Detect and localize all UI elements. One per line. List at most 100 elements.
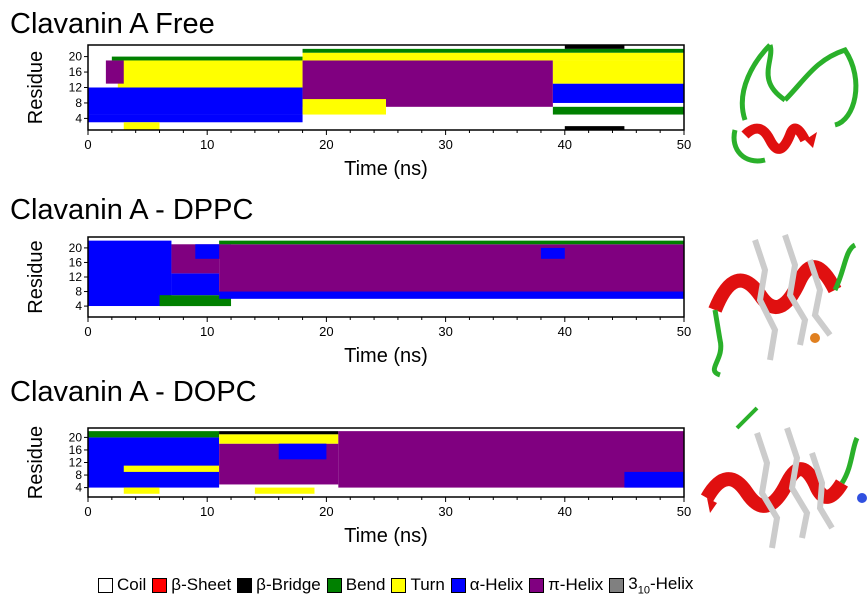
legend-swatch bbox=[609, 577, 625, 593]
y-axis-label: Residue bbox=[25, 240, 47, 313]
legend-swatch bbox=[237, 577, 253, 593]
legend-swatch bbox=[152, 577, 168, 593]
x-tick-label: 40 bbox=[558, 137, 572, 152]
y-tick-label: 12 bbox=[69, 81, 83, 95]
y-tick-label: 16 bbox=[69, 65, 83, 79]
x-tick-label: 30 bbox=[438, 504, 452, 519]
x-tick-label: 50 bbox=[677, 504, 691, 519]
legend-item: Bend bbox=[326, 575, 386, 595]
legend-label: α-Helix bbox=[469, 575, 524, 595]
segment-6 bbox=[219, 431, 339, 435]
segment-2 bbox=[159, 295, 232, 307]
legend-swatch bbox=[326, 577, 342, 593]
y-tick-label: 8 bbox=[75, 285, 82, 299]
y-tick-label: 16 bbox=[69, 443, 83, 457]
segment-1 bbox=[88, 87, 303, 115]
y-tick-label: 16 bbox=[69, 255, 83, 269]
x-tick-label: 30 bbox=[438, 137, 452, 152]
legend-swatch bbox=[391, 577, 407, 593]
x-tick-label: 10 bbox=[200, 137, 214, 152]
segment-0 bbox=[88, 114, 303, 123]
segment-1 bbox=[88, 306, 196, 314]
segment-3 bbox=[171, 273, 220, 296]
segment-1 bbox=[88, 431, 220, 438]
segment-3 bbox=[123, 487, 160, 494]
y-tick-label: 4 bbox=[75, 299, 82, 313]
segment-7 bbox=[219, 291, 684, 299]
segment-6 bbox=[302, 60, 553, 107]
x-tick-label: 0 bbox=[84, 137, 91, 152]
y-tick-label: 12 bbox=[69, 270, 83, 284]
legend-label: β-Sheet bbox=[171, 575, 232, 595]
segment-2 bbox=[123, 465, 220, 472]
segment-8 bbox=[278, 443, 327, 460]
segment-7 bbox=[254, 487, 315, 494]
legend-label: π-Helix bbox=[548, 575, 604, 595]
legend-label: Turn bbox=[410, 575, 445, 595]
y-tick-label: 20 bbox=[69, 430, 83, 444]
segment-14 bbox=[564, 45, 625, 49]
panel-dopc: Clavanin A - DOPC 0 10 20 30 40 50 4 8 12 16 20 Tim… bbox=[0, 376, 867, 570]
panel-dppc: Clavanin A - DPPC 0 10 20 30 40 50 4 8 12 16 20 Tim… bbox=[0, 190, 867, 380]
legend-label: Coil bbox=[117, 575, 147, 595]
segment-12 bbox=[552, 106, 684, 115]
x-tick-label: 0 bbox=[84, 324, 91, 339]
legend-item: α-Helix bbox=[450, 575, 524, 595]
x-tick-label: 10 bbox=[200, 504, 214, 519]
segment-13 bbox=[564, 126, 625, 130]
legend-item: Coil bbox=[98, 575, 146, 595]
x-tick-label: 40 bbox=[558, 504, 572, 519]
legend-label: β-Bridge bbox=[256, 575, 321, 595]
x-tick-label: 40 bbox=[558, 324, 572, 339]
legend-swatch bbox=[98, 577, 113, 593]
segment-3 bbox=[105, 60, 124, 84]
chart-title: Clavanin A Free bbox=[10, 8, 215, 40]
segment-0 bbox=[88, 240, 172, 307]
x-axis-label: Time (ns) bbox=[344, 345, 428, 367]
legend-item: β-Bridge bbox=[237, 575, 321, 595]
segment-2 bbox=[117, 60, 303, 88]
legend: Coil β-Sheet β-Bridge Bend Turn α-Helix π-Heli… bbox=[98, 574, 699, 596]
legend-item: Turn bbox=[391, 575, 445, 595]
x-tick-label: 50 bbox=[677, 137, 691, 152]
legend-item: 310-Helix bbox=[609, 574, 693, 596]
x-tick-label: 0 bbox=[84, 504, 91, 519]
y-tick-label: 12 bbox=[69, 456, 83, 470]
x-tick-label: 20 bbox=[319, 137, 333, 152]
chart-title: Clavanin A - DPPC bbox=[10, 194, 254, 226]
legend-label: 310-Helix bbox=[628, 574, 694, 596]
y-tick-label: 4 bbox=[75, 111, 82, 125]
y-tick-label: 20 bbox=[69, 50, 83, 64]
segment-5 bbox=[219, 434, 339, 444]
segment-11 bbox=[88, 493, 684, 497]
legend-item: π-Helix bbox=[529, 575, 603, 595]
x-tick-label: 30 bbox=[438, 324, 452, 339]
segment-9 bbox=[540, 247, 565, 259]
y-tick-label: 8 bbox=[75, 96, 82, 110]
x-axis-label: Time (ns) bbox=[344, 525, 428, 547]
legend-swatch bbox=[529, 577, 545, 593]
y-tick-label: 20 bbox=[69, 241, 83, 255]
x-tick-label: 20 bbox=[319, 324, 333, 339]
legend-item: β-Sheet bbox=[152, 575, 231, 595]
segment-9 bbox=[302, 48, 684, 53]
y-tick-label: 8 bbox=[75, 468, 82, 482]
y-tick-label: 4 bbox=[75, 481, 82, 495]
segment-11 bbox=[552, 60, 684, 84]
y-axis-label: Residue bbox=[25, 426, 47, 499]
segment-6 bbox=[219, 244, 684, 296]
legend-swatch bbox=[450, 577, 466, 593]
legend-label: Bend bbox=[345, 575, 386, 595]
x-tick-label: 20 bbox=[319, 504, 333, 519]
segment-10 bbox=[624, 471, 684, 488]
segment-8 bbox=[219, 240, 684, 245]
x-tick-label: 10 bbox=[200, 324, 214, 339]
segment-0 bbox=[88, 437, 220, 488]
protein-structure-free-image bbox=[731, 43, 859, 164]
segment-10 bbox=[552, 83, 684, 103]
segment-4 bbox=[111, 56, 303, 61]
segment-8 bbox=[302, 52, 684, 61]
segment-5 bbox=[123, 122, 160, 130]
